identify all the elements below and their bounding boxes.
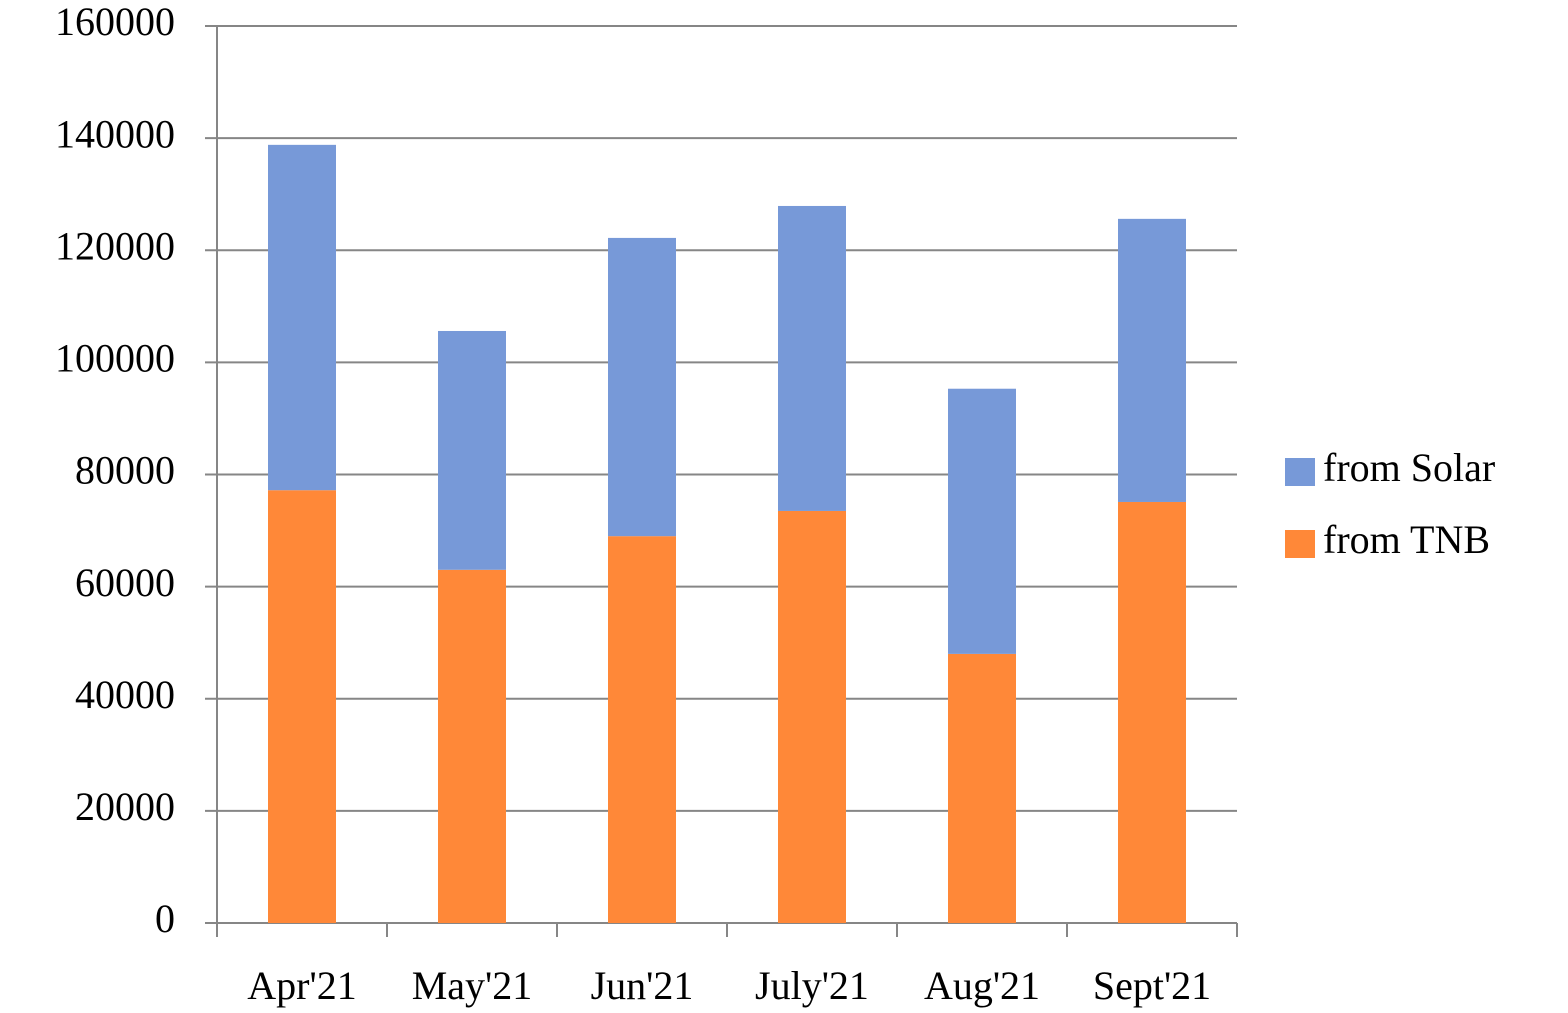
bar-segment (948, 388, 1016, 654)
x-tick-label: May'21 (412, 963, 533, 1008)
bar-segment (1118, 501, 1186, 923)
y-tick-label: 40000 (75, 672, 175, 717)
bar-segment (438, 569, 506, 923)
bar-segment (438, 330, 506, 570)
bar-segment (268, 144, 336, 491)
x-tick-label: Apr'21 (247, 963, 356, 1008)
bar-segment (948, 653, 1016, 923)
bar-segment (268, 490, 336, 923)
bar-segment (1118, 218, 1186, 502)
legend-label: from Solar (1323, 445, 1495, 490)
y-tick-label: 60000 (75, 560, 175, 605)
bar-segment (778, 205, 846, 511)
y-tick-label: 100000 (55, 336, 175, 381)
x-tick-label: Jun'21 (591, 963, 694, 1008)
y-tick-label: 160000 (55, 0, 175, 44)
y-tick-label: 0 (155, 896, 175, 941)
legend-swatch (1285, 458, 1315, 486)
x-tick-label: Sept'21 (1093, 963, 1211, 1008)
y-tick-label: 20000 (75, 784, 175, 829)
y-tick-label: 120000 (55, 223, 175, 268)
x-tick-label: July'21 (755, 963, 869, 1008)
y-tick-label: 80000 (75, 448, 175, 493)
bar-segment (778, 510, 846, 923)
legend-swatch (1285, 530, 1315, 558)
y-tick-label: 140000 (55, 111, 175, 156)
legend-label: from TNB (1323, 517, 1490, 562)
bar-segment (608, 237, 676, 537)
x-tick-label: Aug'21 (924, 963, 1040, 1008)
bar-segment (608, 536, 676, 923)
